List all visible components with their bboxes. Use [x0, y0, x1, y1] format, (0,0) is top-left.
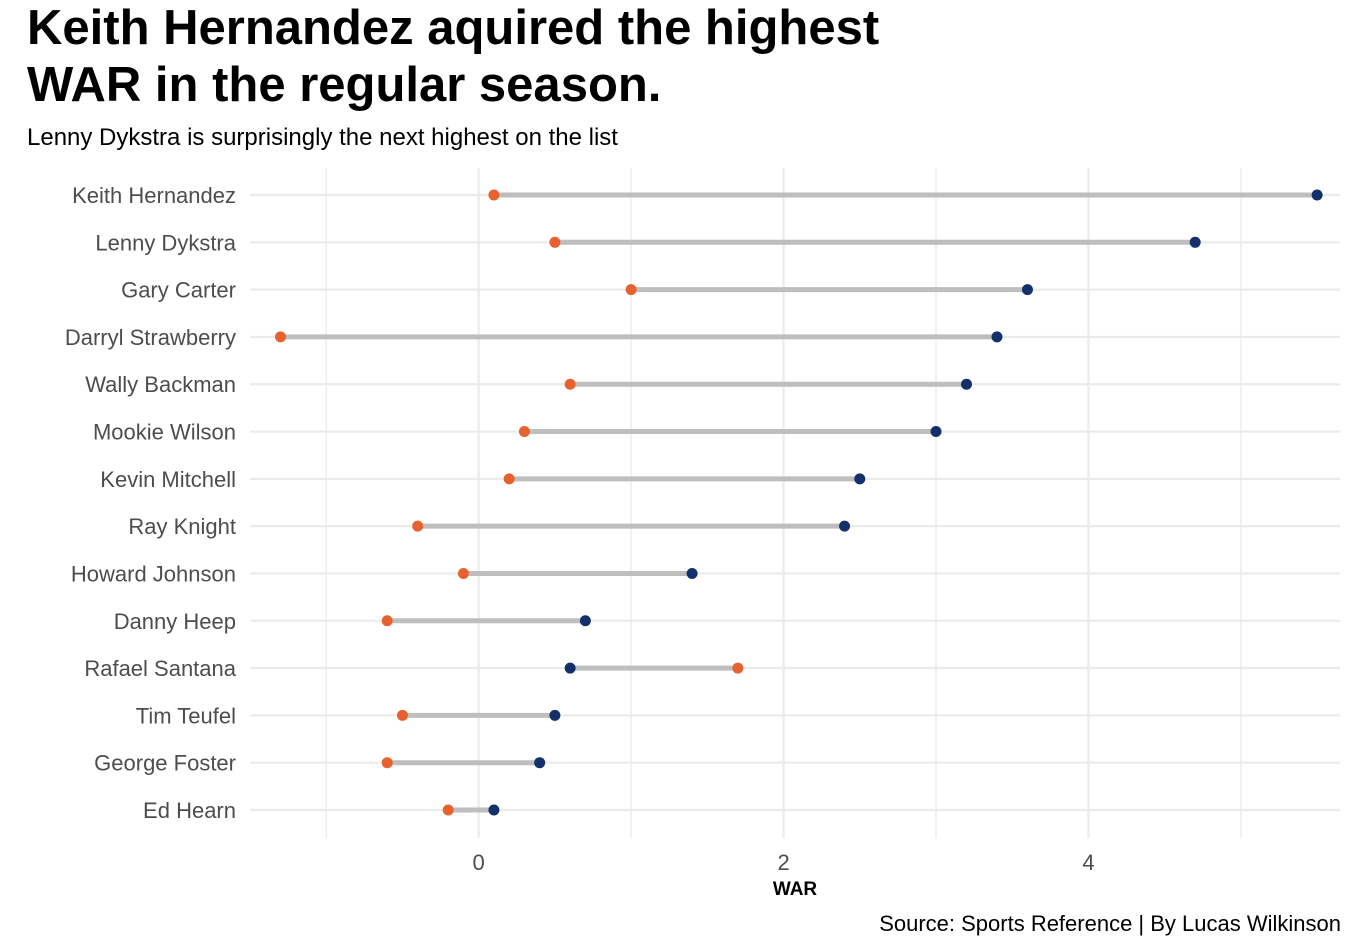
regular-season-point [686, 567, 698, 579]
y-tick-label: Wally Backman [85, 372, 236, 397]
segments [280, 192, 1318, 813]
chart-title: Keith Hernandez aquired the highest WAR … [27, 1, 880, 112]
regular-season-point [930, 426, 942, 438]
regular-season-point [488, 804, 500, 816]
other-point [412, 520, 424, 532]
regular-season-point [534, 757, 546, 769]
y-tick-label: Kevin Mitchell [100, 467, 236, 492]
major-gridlines [250, 168, 1340, 838]
other-point [381, 615, 393, 627]
y-axis-labels: Keith Hernandez Lenny Dykstra Gary Carter D… [65, 183, 237, 823]
regular-season-point [854, 473, 866, 485]
regular-season-point [961, 378, 973, 390]
other-point [488, 189, 500, 201]
regular-season-point [1189, 236, 1201, 248]
x-axis-labels: 0 2 4 [473, 850, 1095, 875]
regular-season-point [1311, 189, 1323, 201]
regular-season-point [579, 615, 591, 627]
other-point [732, 662, 744, 674]
regular-season-point [991, 331, 1003, 343]
y-tick-label: George Foster [94, 751, 236, 776]
minor-gridlines [325, 168, 1242, 838]
regular-season-point [1021, 284, 1033, 296]
y-tick-label: Mookie Wilson [93, 420, 236, 445]
y-tick-label: Keith Hernandez [72, 183, 236, 208]
other-point [549, 236, 561, 248]
x-tick-label: 2 [777, 850, 789, 875]
other-point [518, 426, 530, 438]
other-point [625, 284, 637, 296]
regular-season-point [839, 520, 851, 532]
y-tick-label: Ed Hearn [143, 798, 236, 823]
y-tick-label: Danny Heep [114, 609, 236, 634]
other-point [442, 804, 454, 816]
x-axis-title: WAR [773, 879, 818, 900]
other-point [396, 709, 408, 721]
y-tick-label: Howard Johnson [71, 561, 236, 586]
x-tick-label: 4 [1082, 850, 1094, 875]
other-point [564, 378, 576, 390]
x-tick-label: 0 [473, 850, 485, 875]
y-tick-label: Rafael Santana [84, 656, 236, 681]
other-point [503, 473, 515, 485]
regular-season-point [564, 662, 576, 674]
y-tick-label: Gary Carter [121, 278, 236, 303]
other-point [457, 567, 469, 579]
points [274, 189, 1323, 816]
y-tick-label: Lenny Dykstra [95, 230, 236, 255]
regular-season-point [549, 709, 561, 721]
chart-subtitle: Lenny Dykstra is surprisingly the next h… [27, 124, 618, 151]
other-point [381, 757, 393, 769]
other-point [274, 331, 286, 343]
y-tick-label: Tim Teufel [136, 703, 236, 728]
y-tick-label: Ray Knight [128, 514, 236, 539]
source-caption: Source: Sports Reference | By Lucas Wilk… [879, 911, 1341, 936]
y-tick-label: Darryl Strawberry [65, 325, 236, 350]
